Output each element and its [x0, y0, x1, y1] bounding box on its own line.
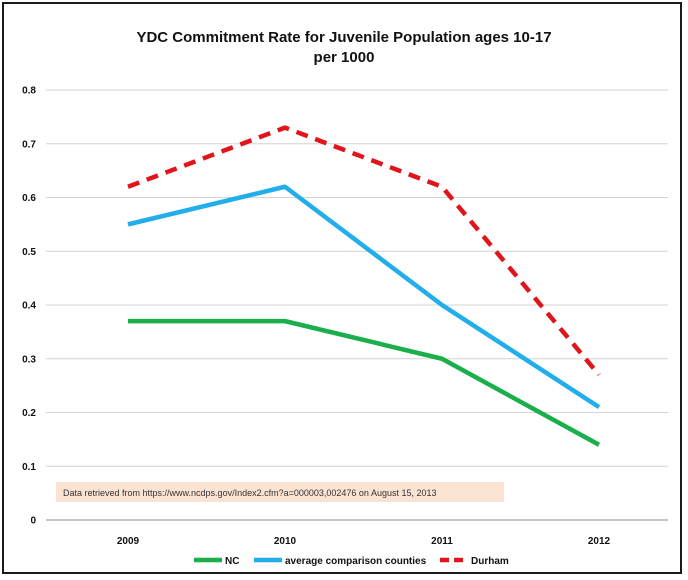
- y-axis-ticks: 0 0.1 0.2 0.3 0.4 0.5 0.6 0.7 0.8: [22, 86, 36, 527]
- y-tick-label: 0.7: [22, 139, 36, 150]
- chart-title: YDC Commitment Rate for Juvenile Populat…: [136, 29, 551, 46]
- y-tick-label: 0.5: [22, 247, 36, 258]
- chart-subtitle: per 1000: [314, 49, 375, 66]
- legend-label: Durham: [471, 556, 509, 567]
- legend-label: NC: [225, 556, 239, 567]
- series-line-durham: [127, 125, 601, 377]
- y-tick-label: 0.4: [22, 301, 36, 312]
- legend: NC average comparison counties Durham: [194, 556, 509, 567]
- note-text: Data retrieved from https://www.ncdps.go…: [63, 488, 437, 498]
- series-line-nc: [128, 318, 601, 447]
- chart-frame: 0 0.1 0.2 0.3 0.4 0.5 0.6 0.7 0.8 2009 2010 2011 20…: [2, 2, 682, 574]
- x-tick-label: 2009: [117, 536, 140, 547]
- y-tick-label: 0.3: [22, 354, 36, 365]
- series-line-average-comparison-counties: [127, 184, 601, 410]
- x-tick-label: 2010: [274, 536, 297, 547]
- x-axis-ticks: 2009 2010 2011 2012: [117, 536, 611, 547]
- x-tick-label: 2012: [588, 536, 611, 547]
- y-tick-label: 0.2: [22, 408, 36, 419]
- x-tick-label: 2011: [431, 536, 453, 547]
- data-source-note: Data retrieved from https://www.ncdps.go…: [56, 482, 504, 502]
- note-background: [56, 482, 504, 502]
- gridlines: [46, 89, 668, 521]
- y-tick-label: 0.1: [22, 462, 36, 473]
- series-lines: [127, 125, 601, 447]
- y-tick-label: 0.8: [22, 86, 36, 97]
- y-tick-label: 0: [30, 516, 36, 527]
- y-tick-label: 0.6: [22, 193, 36, 204]
- line-chart: 00.10.20.30.40.50.60.70.8 2009 2010 2011 20…: [22, 29, 668, 567]
- legend-label: average comparison counties: [285, 556, 427, 567]
